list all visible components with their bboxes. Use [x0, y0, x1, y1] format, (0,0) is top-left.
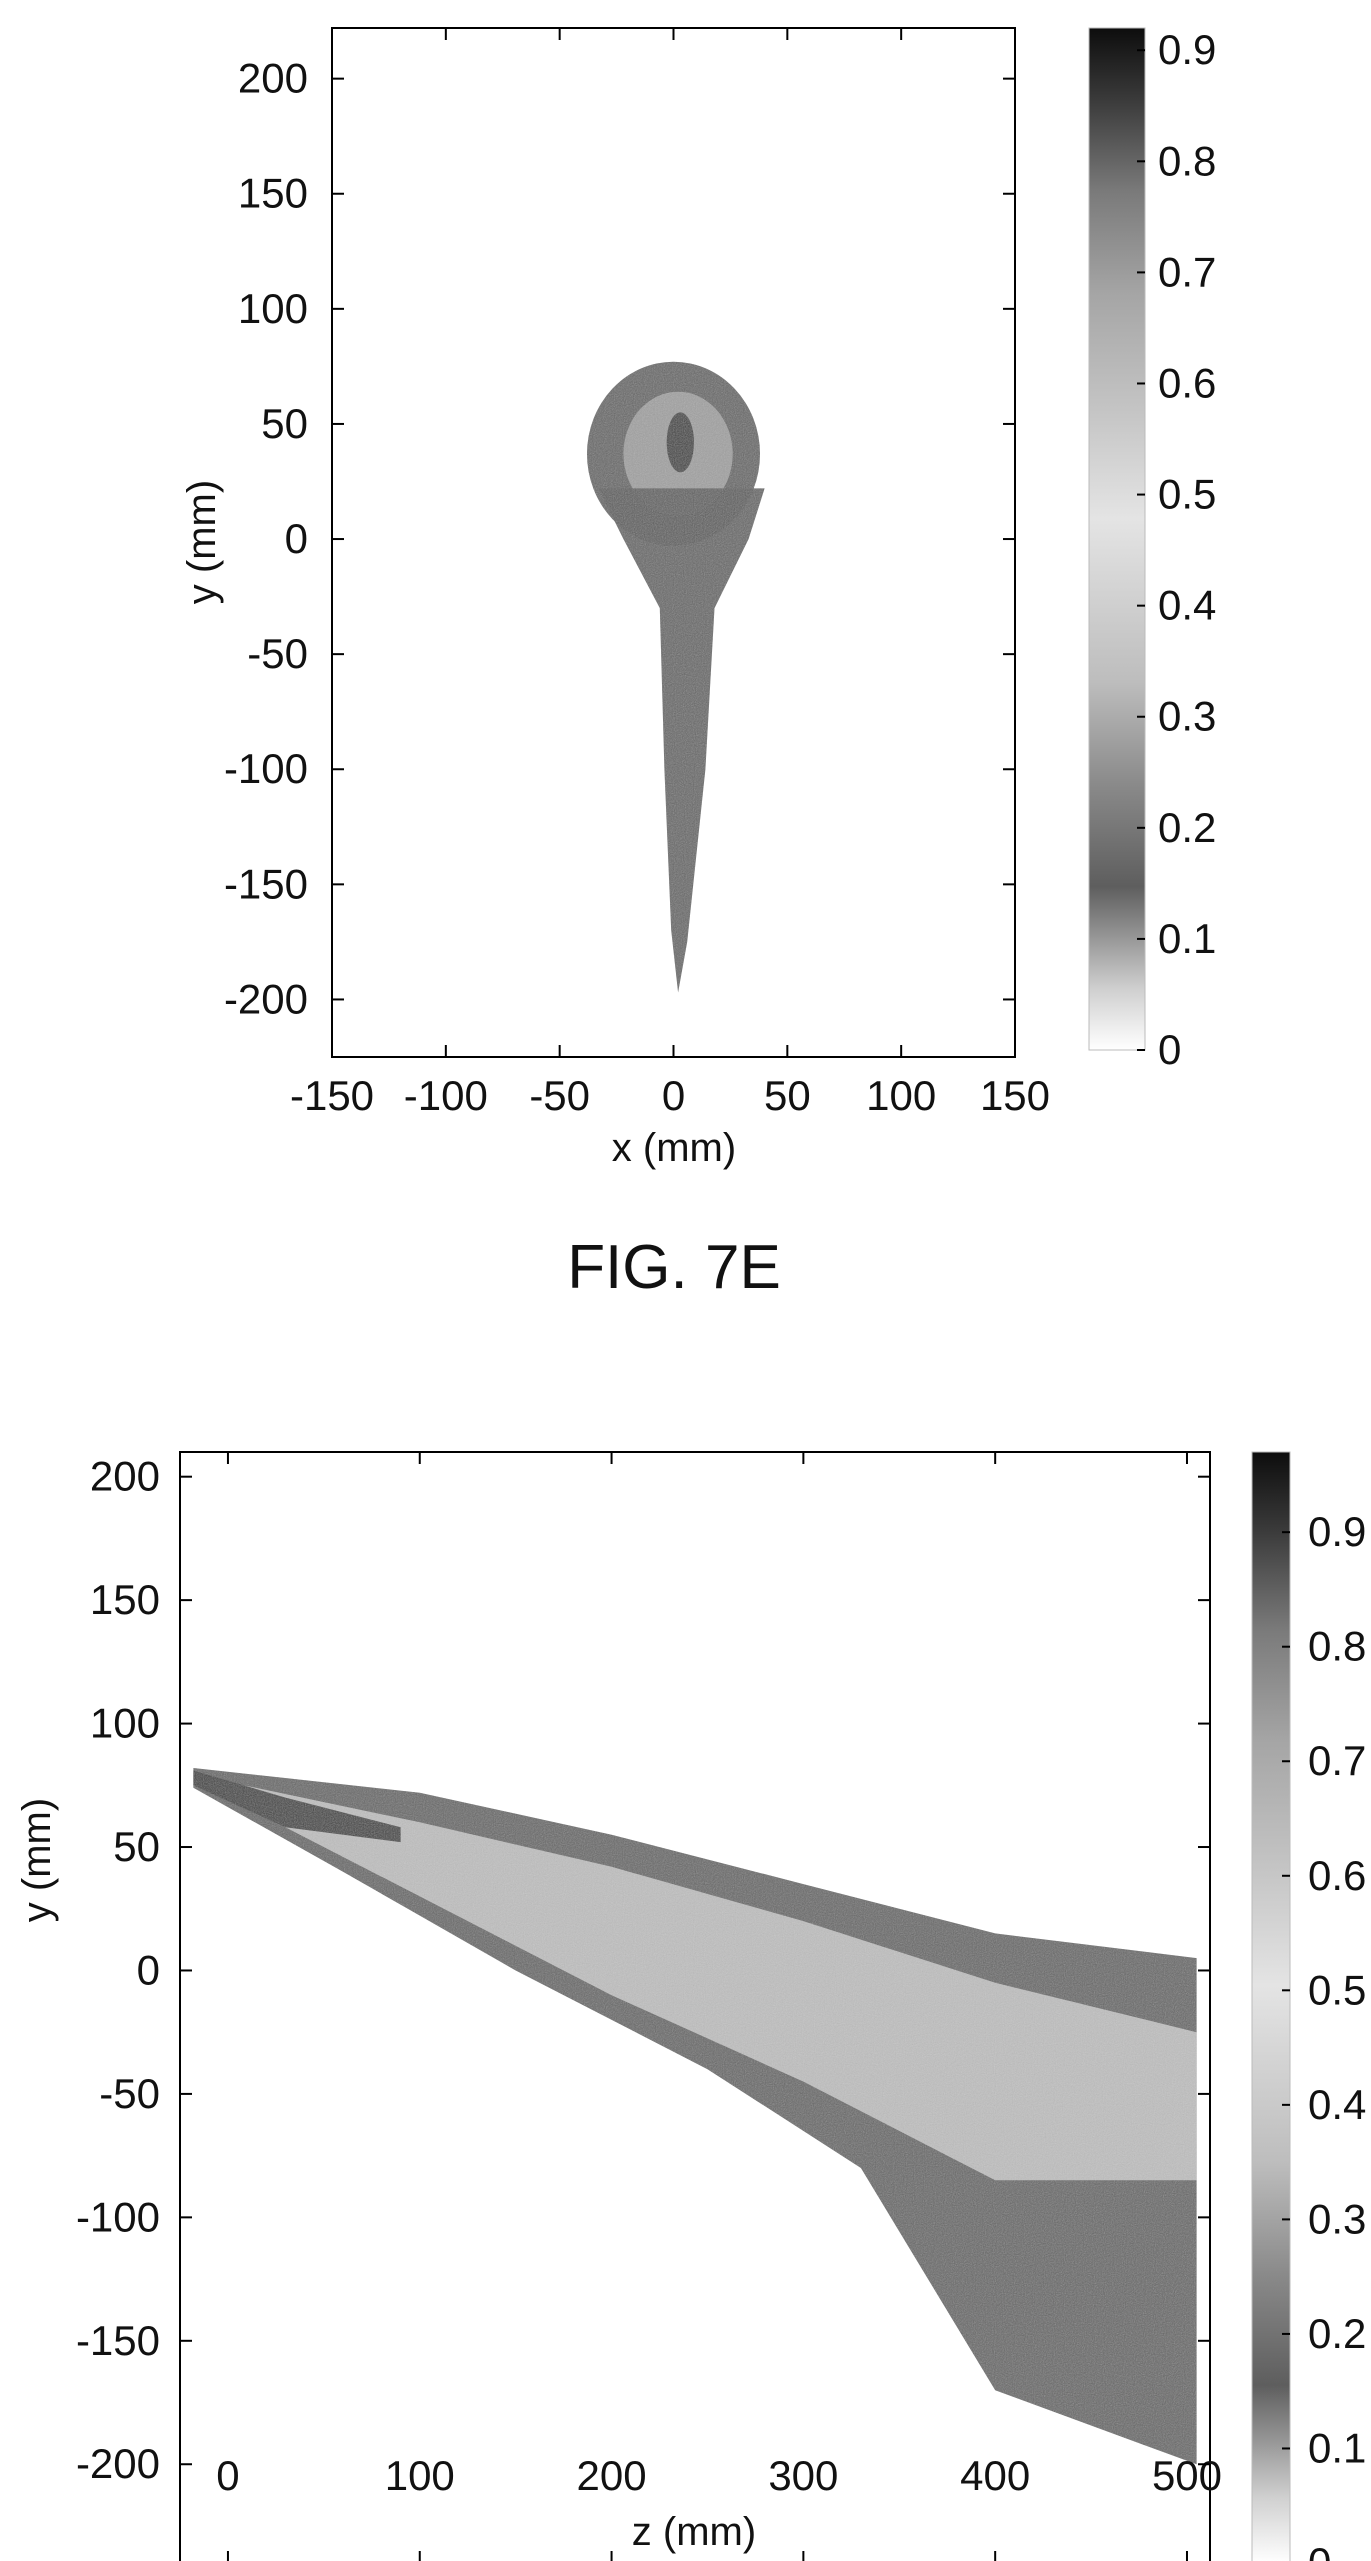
heatmap-7e — [586, 361, 765, 993]
colorbar-7e: 0.9 0.8 0.7 0.6 0.5 0.4 0.3 0.2 0.1 0 — [1088, 26, 1216, 1073]
colorbar-tick-label: 0.8 — [1308, 1623, 1366, 1670]
x-tick-label: 400 — [960, 2452, 1030, 2499]
colorbar-tick-label: 0.3 — [1158, 693, 1216, 740]
colorbar-tick-label: 0.3 — [1308, 2195, 1366, 2242]
heatmap-region-spray-plume — [193, 1768, 1197, 2465]
heatmap-7f — [193, 1768, 1197, 2465]
y-tick-label: 50 — [113, 1823, 160, 1870]
y-tick-label: -200 — [224, 975, 308, 1022]
colorbar-tick-label: 0.2 — [1308, 2310, 1366, 2357]
chart-7e: -150 -100 -50 0 50 100 150 200 150 100 50 0 -50 -100… — [180, 26, 1216, 1302]
y-tick-label: -50 — [247, 630, 308, 677]
colorbar-gradient-7f — [1251, 1451, 1291, 2561]
plot-area-7f: 0 100 200 300 400 500 200150100500-50-100-150… — [76, 1451, 1222, 2561]
y-tick-label: 0 — [137, 1946, 160, 1993]
colorbar-tick-label: 0.2 — [1158, 804, 1216, 851]
y-axis-label-7f: y (mm) — [15, 1798, 59, 1922]
y-tick-label: 100 — [90, 1700, 160, 1747]
y-axis-label-7e: y (mm) — [180, 480, 224, 604]
y-tick-label: 200 — [90, 1453, 160, 1500]
x-tick-label: 50 — [764, 1072, 811, 1119]
y-tick-label: 200 — [238, 55, 308, 102]
y-tick-label: -200 — [76, 2440, 160, 2487]
chart-7f: 0 100 200 300 400 500 200150100500-50-100-150… — [15, 1451, 1366, 2561]
x-ticks-7f: 0 100 200 300 400 500 — [216, 1452, 1222, 2561]
x-tick-label: -150 — [290, 1072, 374, 1119]
colorbar-tick-label: 0.5 — [1308, 1966, 1366, 2013]
colorbar-tick-label: 0.9 — [1308, 1508, 1366, 1555]
y-tick-label: 100 — [238, 285, 308, 332]
colorbar-7f: 0.9 0.8 0.7 0.6 0.5 0.4 0.3 0.2 0.1 0 — [1251, 1451, 1366, 2561]
plot-area-7e: -150 -100 -50 0 50 100 150 200 150 100 50 0 -50 -100… — [224, 27, 1050, 1119]
y-tick-label: -100 — [224, 745, 308, 792]
y-tick-label: 0 — [285, 515, 308, 562]
colorbar-tick-label: 0.6 — [1158, 359, 1216, 406]
figure-label-7e: FIG. 7E — [567, 1233, 781, 1302]
y-tick-label: 150 — [90, 1576, 160, 1623]
x-tick-label: 500 — [1152, 2452, 1222, 2499]
heatmap-region-plume-interior — [208, 1777, 1197, 2181]
colorbar-tick-label: 0.8 — [1158, 137, 1216, 184]
colorbar-tick-label: 0 — [1308, 2539, 1331, 2561]
x-tick-label: 0 — [216, 2452, 239, 2499]
colorbar-tick-label: 0.1 — [1308, 2424, 1366, 2471]
heatmap-region-core — [666, 412, 694, 473]
colorbar-tick-label: 0.9 — [1158, 26, 1216, 73]
x-axis-label-7e: x (mm) — [612, 1126, 736, 1170]
y-ticks-7e: 200 150 100 50 0 -50 -100 -150 -200 — [224, 55, 1015, 1022]
colorbar-tick-label: 0.1 — [1158, 915, 1216, 962]
x-tick-label: 200 — [577, 2452, 647, 2499]
y-tick-label: -100 — [76, 2193, 160, 2240]
x-tick-label: -50 — [529, 1072, 590, 1119]
y-tick-label: -150 — [76, 2317, 160, 2364]
colorbar-tick-label: 0.4 — [1308, 2081, 1366, 2128]
x-tick-label: 0 — [662, 1072, 685, 1119]
x-tick-label: 100 — [866, 1072, 936, 1119]
heatmap-region-near-nozzle-core — [193, 1770, 401, 1843]
colorbar-tick-label: 0.6 — [1308, 1852, 1366, 1899]
colorbar-gradient-7e — [1088, 27, 1146, 1051]
colorbar-tick-label: 0.4 — [1158, 582, 1216, 629]
x-tick-label: 150 — [980, 1072, 1050, 1119]
colorbar-ticks-7f: 0.9 0.8 0.7 0.6 0.5 0.4 0.3 0.2 0.1 0 — [1282, 1508, 1366, 2561]
y-tick-label: -50 — [99, 2070, 160, 2117]
y-tick-label: 50 — [261, 400, 308, 447]
x-axis-label-7f: z (mm) — [632, 2510, 756, 2554]
colorbar-ticks-7e: 0.9 0.8 0.7 0.6 0.5 0.4 0.3 0.2 0.1 0 — [1137, 26, 1216, 1073]
y-ticks-7f: 200 150 100 50 0 -50 -100 -150 -200 — [76, 1453, 1210, 2487]
x-tick-label: 100 — [385, 2452, 455, 2499]
y-tick-label: -150 — [224, 860, 308, 907]
colorbar-tick-label: 0.7 — [1308, 1737, 1366, 1784]
x-ticks-7e: -150 -100 -50 0 50 100 150 — [290, 28, 1050, 1119]
x-tick-label: 300 — [768, 2452, 838, 2499]
x-tick-label: -100 — [404, 1072, 488, 1119]
colorbar-tick-label: 0.7 — [1158, 248, 1216, 295]
y-tick-label: 150 — [238, 170, 308, 217]
colorbar-tick-label: 0 — [1158, 1026, 1181, 1073]
heatmap-region-tail — [598, 488, 765, 993]
colorbar-tick-label: 0.5 — [1158, 471, 1216, 518]
